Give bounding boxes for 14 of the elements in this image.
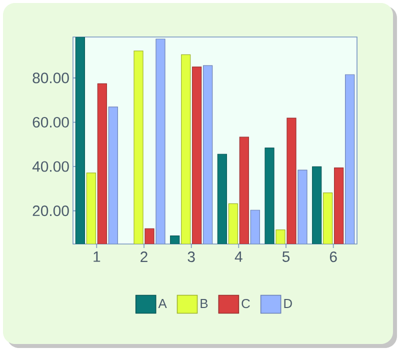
legend-label: B: [200, 299, 208, 308]
y-tick-label: 60.00: [32, 116, 69, 128]
legend-label: D: [284, 299, 292, 308]
y-tick-label: 20.00: [32, 205, 69, 216]
legend-label: A: [158, 299, 167, 308]
legend-label: C: [242, 298, 250, 308]
x-tick-label: 1: [94, 252, 100, 262]
x-tick-label: 3: [188, 252, 195, 262]
x-tick-label: 5: [282, 252, 290, 262]
x-tick-label: 6: [330, 252, 337, 262]
y-tick-label: 40.00: [32, 161, 69, 172]
x-tick-label: 4: [234, 252, 242, 262]
y-tick-label: 80.00: [32, 72, 69, 84]
x-tick-label: 2: [140, 252, 148, 262]
